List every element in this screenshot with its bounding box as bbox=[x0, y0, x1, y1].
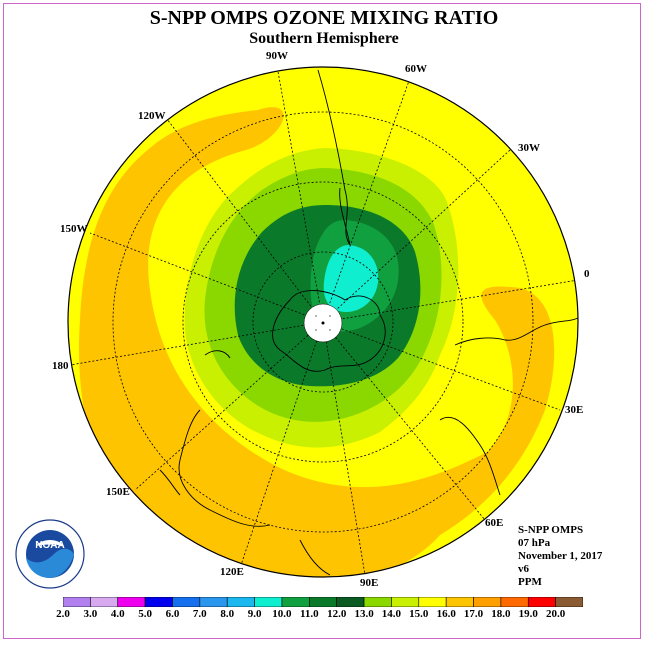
lon-label-120w: 120W bbox=[138, 110, 166, 122]
colorbar-swatch bbox=[363, 597, 392, 607]
colorbar-tick-label: 12.0 bbox=[327, 608, 347, 620]
colorbar-tick-label: 8.0 bbox=[220, 608, 235, 620]
colorbar-tick-label: 15.0 bbox=[409, 608, 429, 620]
colorbar bbox=[63, 597, 583, 607]
map-title: S-NPP OMPS OZONE MIXING RATIO bbox=[149, 7, 499, 29]
colorbar-tick-label: 2.0 bbox=[56, 608, 70, 620]
colorbar-tick-label: 17.0 bbox=[463, 608, 484, 620]
page-frame bbox=[3, 3, 641, 639]
colorbar-tick-label: 16.0 bbox=[436, 608, 456, 620]
colorbar-swatch bbox=[281, 597, 310, 607]
colorbar-swatch bbox=[199, 597, 228, 607]
lon-label-60w: 60W bbox=[405, 63, 427, 75]
colorbar-swatch bbox=[391, 597, 420, 607]
lon-label-150w: 150W bbox=[60, 223, 88, 235]
colorbar-swatch bbox=[144, 597, 173, 607]
colorbar-swatch bbox=[226, 597, 255, 607]
colorbar-swatch bbox=[90, 597, 119, 607]
colorbar-swatch bbox=[445, 597, 474, 607]
colorbar-tick-label: 4.0 bbox=[110, 608, 125, 620]
lon-label-30w: 30W bbox=[518, 142, 540, 154]
colorbar-swatch bbox=[309, 597, 337, 607]
lon-label-30e: 30E bbox=[565, 404, 584, 416]
coastlines bbox=[159, 69, 578, 576]
colorbar-tick-label: 20.0 bbox=[545, 608, 566, 620]
colorbar-swatch bbox=[473, 597, 502, 607]
pole-dots bbox=[315, 315, 331, 331]
lon-label-90e: 90E bbox=[360, 577, 379, 589]
info-block: S-NPP OMPS 07 hPa November 1, 2017 v6 PP… bbox=[518, 524, 602, 589]
colorbar-swatch bbox=[336, 597, 365, 607]
colorbar-tick-label: 13.0 bbox=[354, 608, 374, 620]
colorbar-tick-label: 19.0 bbox=[518, 608, 538, 620]
ozone-band-10-11 bbox=[323, 245, 379, 312]
colorbar-tick-label: 7.0 bbox=[192, 608, 207, 620]
noaa-logo: NOAA bbox=[15, 519, 85, 589]
info-instrument: S-NPP OMPS bbox=[518, 524, 584, 536]
info-version: v6 bbox=[518, 563, 529, 575]
colorbar-swatch bbox=[555, 597, 583, 607]
lon-label-60e: 60E bbox=[485, 517, 504, 529]
lon-label-90w: 90W bbox=[266, 50, 288, 62]
colorbar-tick-label: 3.0 bbox=[83, 608, 98, 620]
info-date: November 1, 2017 bbox=[518, 550, 603, 562]
colorbar-swatch bbox=[418, 597, 447, 607]
colorbar-tick-label: 9.0 bbox=[247, 608, 262, 620]
map-subtitle: Southern Hemisphere bbox=[249, 30, 399, 47]
colorbar-tick-label: 6.0 bbox=[165, 608, 180, 620]
colorbar-swatch bbox=[63, 597, 91, 607]
colorbar-tick-label: 10.0 bbox=[272, 608, 292, 620]
lon-label-0: 0 bbox=[584, 268, 590, 280]
colorbar-swatch bbox=[172, 597, 201, 607]
info-level: 07 hPa bbox=[518, 537, 551, 549]
colorbar-swatch bbox=[500, 597, 529, 607]
colorbar-swatch bbox=[527, 597, 556, 607]
map-boundary bbox=[67, 66, 579, 578]
colorbar-tick-label: 5.0 bbox=[138, 608, 152, 620]
graticule bbox=[69, 67, 578, 576]
info-units: PPM bbox=[518, 576, 542, 588]
ozone-band-15-16 bbox=[79, 107, 555, 577]
logo-text: NOAA bbox=[35, 540, 64, 551]
colorbar-swatch bbox=[117, 597, 146, 607]
colorbar-swatch bbox=[254, 597, 283, 607]
lon-label-150e: 150E bbox=[106, 486, 130, 498]
lon-label-120e: 120E bbox=[220, 566, 244, 578]
colorbar-tick-label: 11.0 bbox=[299, 608, 319, 620]
colorbar-tick-label: 14.0 bbox=[381, 608, 402, 620]
lon-label-180: 180 bbox=[52, 360, 69, 372]
colorbar-tick-label: 18.0 bbox=[491, 608, 511, 620]
